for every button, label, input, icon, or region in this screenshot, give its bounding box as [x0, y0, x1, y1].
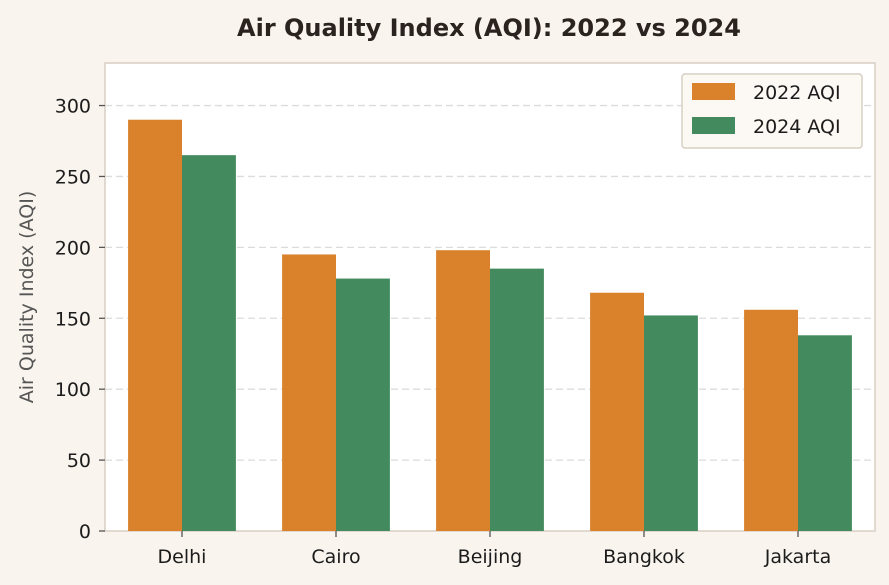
x-tick-label: Bangkok [603, 546, 685, 568]
bars [128, 119, 852, 532]
bar-2022-aqi-beijing [436, 250, 490, 531]
y-tick-label: 0 [79, 521, 91, 543]
y-tick-label: 50 [67, 450, 91, 472]
bar-2024-aqi-cairo [336, 278, 390, 531]
x-tick-label: Beijing [458, 546, 523, 568]
legend-label: 2022 AQI [753, 82, 841, 104]
legend-swatch [692, 83, 735, 100]
bar-2022-aqi-jakarta [744, 309, 798, 531]
x-tick-label: Delhi [158, 546, 207, 568]
bar-2022-aqi-bangkok [590, 292, 644, 531]
bar-2022-aqi-cairo [282, 254, 336, 532]
legend-label: 2024 AQI [753, 116, 841, 138]
y-tick-label: 300 [55, 96, 91, 118]
bar-2022-aqi-delhi [128, 119, 182, 532]
bar-2024-aqi-delhi [182, 155, 236, 531]
x-axis-ticks: Delhi Cairo Beijing Bangkok Jakarta [158, 531, 831, 568]
bar-2024-aqi-bangkok [644, 315, 698, 531]
y-axis-label: Air Quality Index (AQI) [16, 191, 38, 403]
y-tick-label: 200 [55, 237, 91, 259]
bar-2024-aqi-jakarta [798, 335, 852, 531]
bar-2024-aqi-beijing [490, 268, 544, 531]
x-tick-label: Cairo [311, 546, 360, 568]
y-tick-label: 150 [55, 308, 91, 330]
y-tick-label: 250 [55, 166, 91, 188]
x-tick-label: Jakarta [764, 546, 831, 568]
y-tick-label: 100 [55, 379, 91, 401]
legend-swatch [692, 117, 735, 134]
y-axis-ticks: 0 50 100 150 200 250 300 [55, 96, 105, 543]
chart-title: Air Quality Index (AQI): 2022 vs 2024 [237, 14, 741, 42]
legend: 2022 AQI 2024 AQI [681, 73, 863, 149]
